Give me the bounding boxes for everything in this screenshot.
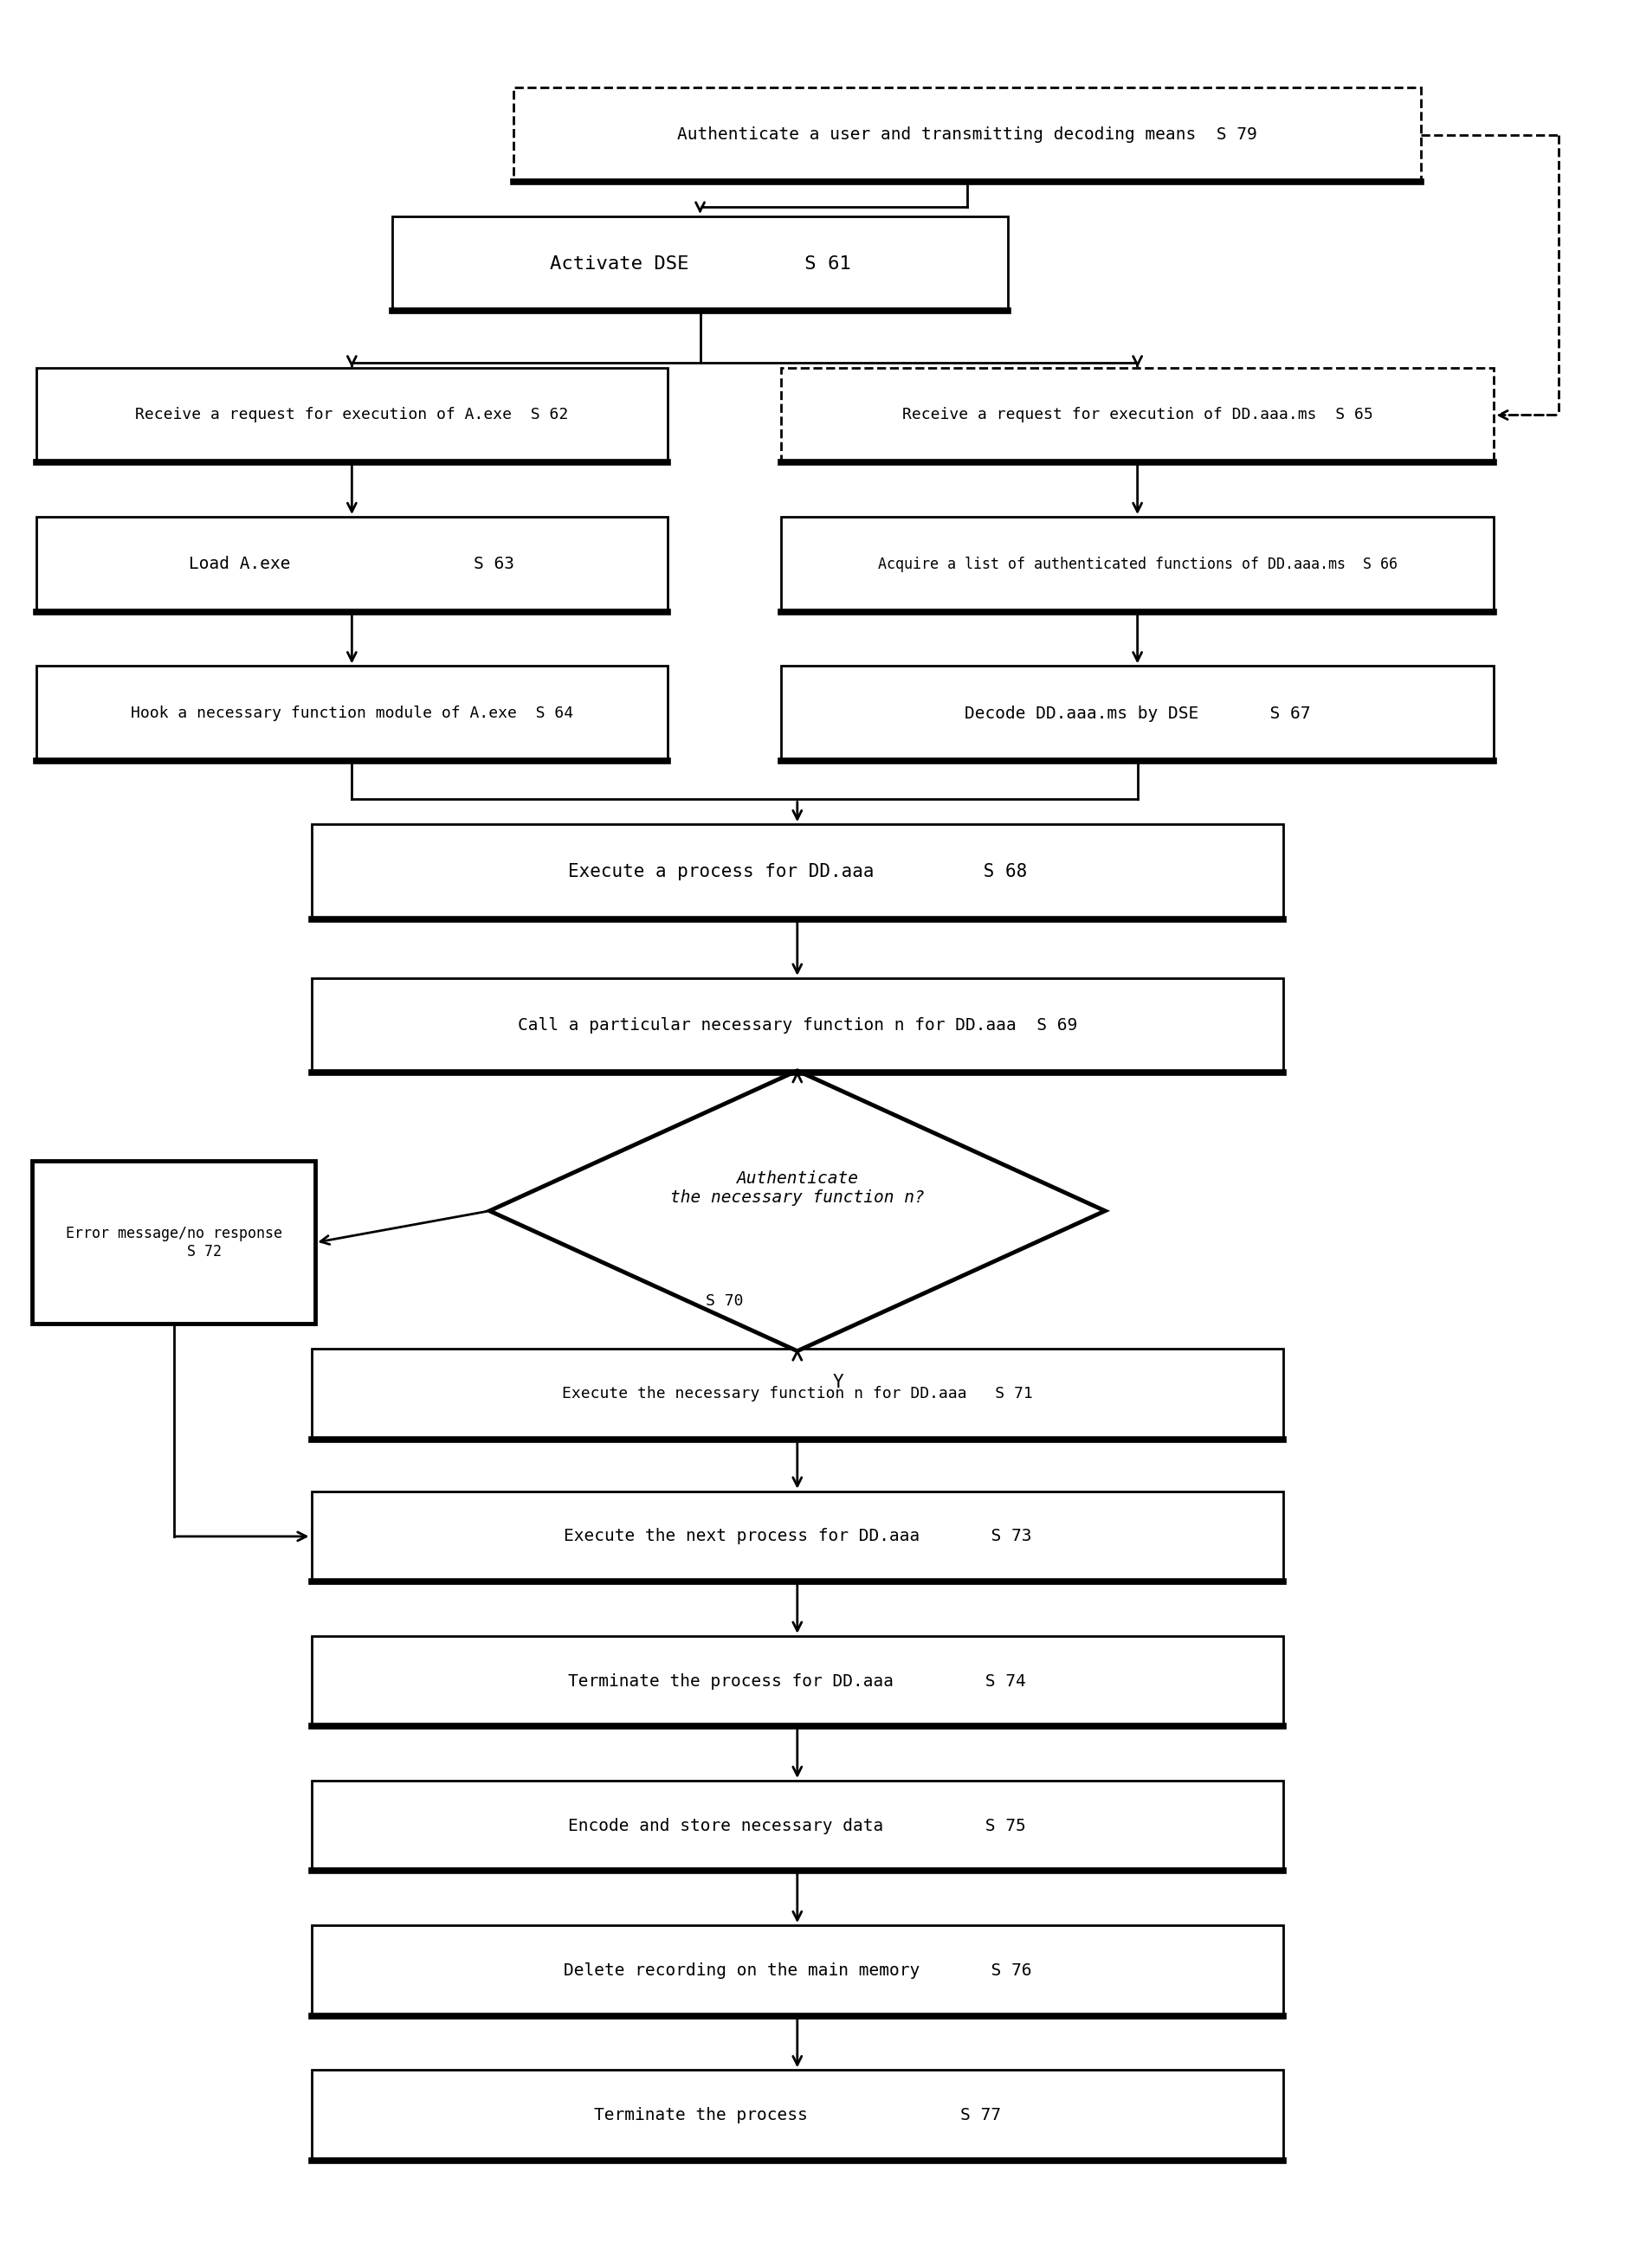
Text: Call a particular necessary function n for DD.aaa  S 69: Call a particular necessary function n f…	[517, 1018, 1077, 1034]
Bar	[33, 1161, 316, 1325]
Polygon shape	[490, 1070, 1105, 1352]
Text: Terminate the process               S 77: Terminate the process S 77	[594, 2107, 1001, 2123]
Bar	[781, 367, 1494, 463]
Text: Activate DSE          S 61: Activate DSE S 61	[550, 254, 851, 272]
Bar	[781, 667, 1494, 762]
Bar	[392, 215, 1007, 311]
Bar	[311, 1780, 1284, 1871]
Text: Delete recording on the main memory       S 76: Delete recording on the main memory S 76	[563, 1962, 1032, 1978]
Text: Encode and store necessary data          S 75: Encode and store necessary data S 75	[568, 1817, 1027, 1835]
Bar	[514, 86, 1420, 181]
Text: Error message/no response
       S 72: Error message/no response S 72	[65, 1225, 281, 1259]
Bar	[311, 1490, 1284, 1581]
Bar	[36, 667, 667, 762]
Text: Authenticate a user and transmitting decoding means  S 79: Authenticate a user and transmitting dec…	[677, 127, 1258, 143]
Bar	[311, 2071, 1284, 2161]
Bar	[311, 1926, 1284, 2016]
Text: Receive a request for execution of DD.aaa.ms  S 65: Receive a request for execution of DD.aa…	[901, 408, 1373, 422]
Text: Load A.exe                  S 63: Load A.exe S 63	[189, 556, 514, 572]
Text: Hook a necessary function module of A.exe  S 64: Hook a necessary function module of A.ex…	[130, 705, 573, 721]
Text: Execute a process for DD.aaa          S 68: Execute a process for DD.aaa S 68	[568, 864, 1027, 880]
Text: Execute the necessary function n for DD.aaa   S 71: Execute the necessary function n for DD.…	[561, 1386, 1033, 1402]
Text: Execute the next process for DD.aaa       S 73: Execute the next process for DD.aaa S 73	[563, 1529, 1032, 1545]
Bar	[311, 1635, 1284, 1726]
Text: S 70: S 70	[706, 1293, 744, 1309]
Bar	[36, 517, 667, 612]
Text: Terminate the process for DD.aaa         S 74: Terminate the process for DD.aaa S 74	[568, 1674, 1027, 1690]
Text: Y: Y	[833, 1374, 843, 1390]
Text: Receive a request for execution of A.exe  S 62: Receive a request for execution of A.exe…	[135, 408, 568, 422]
Text: Authenticate
the necessary function n?: Authenticate the necessary function n?	[670, 1170, 924, 1207]
Text: Decode DD.aaa.ms by DSE       S 67: Decode DD.aaa.ms by DSE S 67	[965, 705, 1310, 721]
Bar	[311, 823, 1284, 919]
Bar	[311, 1349, 1284, 1440]
Bar	[36, 367, 667, 463]
Bar	[781, 517, 1494, 612]
Bar	[311, 978, 1284, 1073]
Text: Acquire a list of authenticated functions of DD.aaa.ms  S 66: Acquire a list of authenticated function…	[877, 556, 1398, 572]
